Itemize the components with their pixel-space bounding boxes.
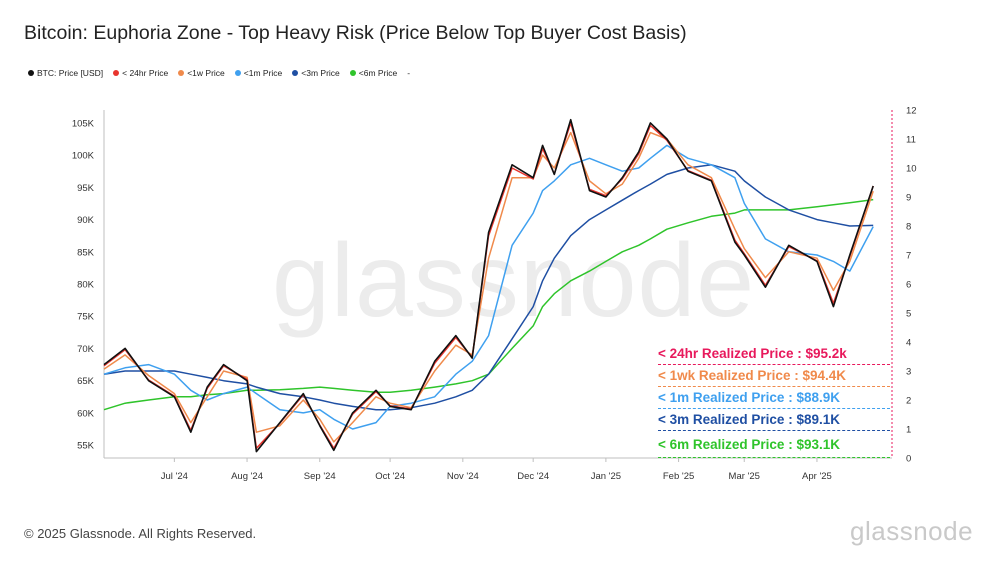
copyright-text: © 2025 Glassnode. All Rights Reserved.: [24, 526, 257, 541]
x-tick-label: Oct '24: [375, 471, 405, 482]
legend-item-1m[interactable]: <1m Price: [234, 68, 283, 78]
y-tick-label: 60K: [77, 408, 95, 419]
y-tick-label: 65K: [77, 376, 95, 387]
legend-swatch: [178, 70, 185, 76]
y-tick-label: 80K: [77, 280, 95, 291]
annotation-underline-1m: [658, 408, 890, 409]
y2-tick-label: 5: [906, 309, 911, 320]
y2-tick-label: 9: [906, 193, 911, 204]
x-tick-label: Apr '25: [802, 471, 832, 482]
legend-item-btc-price[interactable]: BTC: Price [USD]: [28, 68, 103, 78]
legend-swatch: [234, 70, 241, 76]
legend-label: <6m Price: [358, 68, 398, 78]
annotation-1m-realized: < 1m Realized Price : $88.9K: [658, 390, 840, 405]
watermark: glassnode: [272, 223, 756, 339]
legend-label: -: [407, 68, 411, 78]
y2-tick-label: 7: [906, 251, 911, 262]
y2-tick-label: 2: [906, 396, 911, 407]
chart-legend: BTC: Price [USD] < 24hr Price <1w Price …: [28, 68, 410, 78]
legend-swatch: [28, 70, 34, 76]
legend-item-1w[interactable]: <1w Price: [178, 68, 225, 78]
legend-item-6m[interactable]: <6m Price: [349, 68, 398, 78]
series-line-btc-price-usd[interactable]: [103, 118, 874, 453]
y-tick-label: 70K: [77, 344, 95, 355]
legend-item-24hr[interactable]: < 24hr Price: [113, 68, 168, 78]
y2-tick-label: 10: [906, 164, 917, 175]
y2-tick-label: 6: [906, 280, 911, 291]
legend-label: BTC: Price [USD]: [37, 68, 104, 78]
legend-swatch: [113, 70, 120, 76]
y2-tick-label: 4: [906, 338, 911, 349]
chart-lines[interactable]: [103, 118, 874, 453]
x-tick-label: Nov '24: [447, 471, 479, 482]
legend-label: <1m Price: [243, 68, 283, 78]
y2-tick-label: 3: [906, 367, 911, 378]
x-tick-label: Mar '25: [729, 471, 760, 482]
y2-tick-label: 11: [906, 135, 916, 146]
x-tick-label: Aug '24: [231, 471, 263, 482]
y-tick-label: 85K: [77, 247, 95, 258]
annotation-6m-realized: < 6m Realized Price : $93.1K: [658, 437, 840, 452]
x-tick-label: Sep '24: [304, 471, 336, 482]
y-tick-label: 55K: [77, 441, 95, 452]
legend-swatch: [292, 70, 299, 76]
annotation-3m-realized: < 3m Realized Price : $89.1K: [658, 412, 840, 427]
series-line-6m-price[interactable]: [103, 198, 874, 411]
y-tick-label: 95K: [77, 183, 95, 194]
legend-item-blank[interactable]: -: [407, 68, 410, 78]
annotation-1wk-realized: < 1wk Realized Price : $94.4K: [658, 368, 846, 383]
y-tick-label: 90K: [77, 215, 95, 226]
glassnode-logo: glassnode: [850, 516, 974, 546]
y-tick-label: 105K: [72, 118, 95, 129]
y2-tick-label: 1: [906, 425, 911, 436]
chart-axes: 55K60K65K70K75K80K85K90K95K100K105K01234…: [72, 106, 917, 483]
x-tick-label: Jul '24: [161, 471, 188, 482]
legend-item-3m[interactable]: <3m Price: [292, 68, 340, 78]
y2-tick-label: 0: [906, 454, 911, 465]
annotation-underline-6m: [658, 457, 890, 458]
x-tick-label: Jan '25: [591, 471, 621, 482]
annotation-underline-24hr: [658, 364, 890, 365]
legend-label: <1w Price: [187, 68, 225, 78]
chart-title: Bitcoin: Euphoria Zone - Top Heavy Risk …: [24, 22, 687, 44]
legend-label: < 24hr Price: [122, 68, 169, 78]
y-tick-label: 100K: [72, 151, 95, 162]
legend-swatch: [349, 70, 356, 76]
series-line-1m-price[interactable]: [103, 144, 874, 430]
x-tick-label: Dec '24: [517, 471, 549, 482]
legend-label: <3m Price: [301, 68, 340, 78]
series-line-3m-price[interactable]: [103, 164, 874, 411]
y-tick-label: 75K: [77, 312, 95, 323]
y2-tick-label: 12: [906, 106, 917, 117]
annotation-underline-3m: [658, 430, 890, 431]
annotation-24hr-realized: < 24hr Realized Price : $95.2k: [658, 346, 847, 361]
annotation-underline-1wk: [658, 386, 890, 387]
y2-tick-label: 8: [906, 222, 911, 233]
x-tick-label: Feb '25: [663, 471, 694, 482]
